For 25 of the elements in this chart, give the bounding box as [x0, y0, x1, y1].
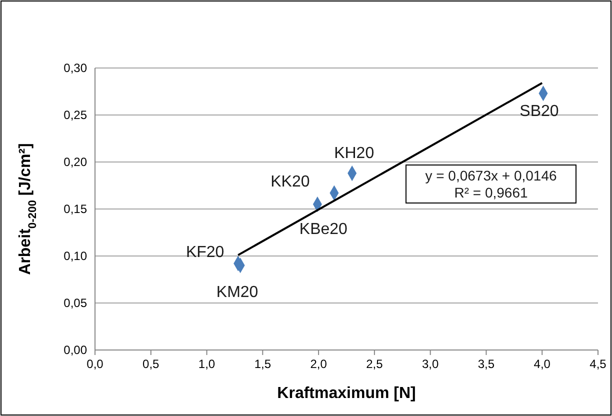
y-tick-label: 0,10: [64, 249, 88, 264]
x-tick-label: 2,5: [366, 357, 384, 371]
x-tick-label: 2,0: [310, 357, 328, 371]
x-tick-label: 0,5: [142, 357, 160, 371]
annotation: KM20: [216, 284, 258, 301]
x-tick-label: 3,5: [478, 357, 495, 371]
y-tick-label: 0,00: [64, 343, 88, 358]
y-tick-label: 0,30: [64, 61, 88, 76]
x-tick-label: 1,0: [198, 357, 216, 371]
annotation: KBe20: [299, 220, 348, 238]
annotation: y = 0,0673x + 0,0146 R² = 0,9661: [425, 167, 557, 200]
annotation: KH20: [334, 144, 374, 162]
y-tick-label: 0,25: [64, 108, 88, 122]
x-tick-label: 4,0: [534, 357, 551, 371]
y-tick-label: 0,20: [64, 155, 88, 170]
x-tick-label: 1,5: [254, 357, 272, 371]
x-tick-label: 4,5: [590, 357, 607, 371]
x-tick-label: 3,0: [422, 357, 439, 371]
annotation: KK20: [270, 174, 310, 191]
y-tick-label: 0,15: [64, 202, 88, 216]
annotation: SB20: [520, 102, 559, 120]
y-tick-label: 0,05: [64, 296, 88, 310]
annotation: KF20: [186, 244, 224, 262]
x-axis-title: Kraftmaximum [N]: [277, 385, 416, 402]
x-tick-label: 0,0: [86, 357, 104, 371]
